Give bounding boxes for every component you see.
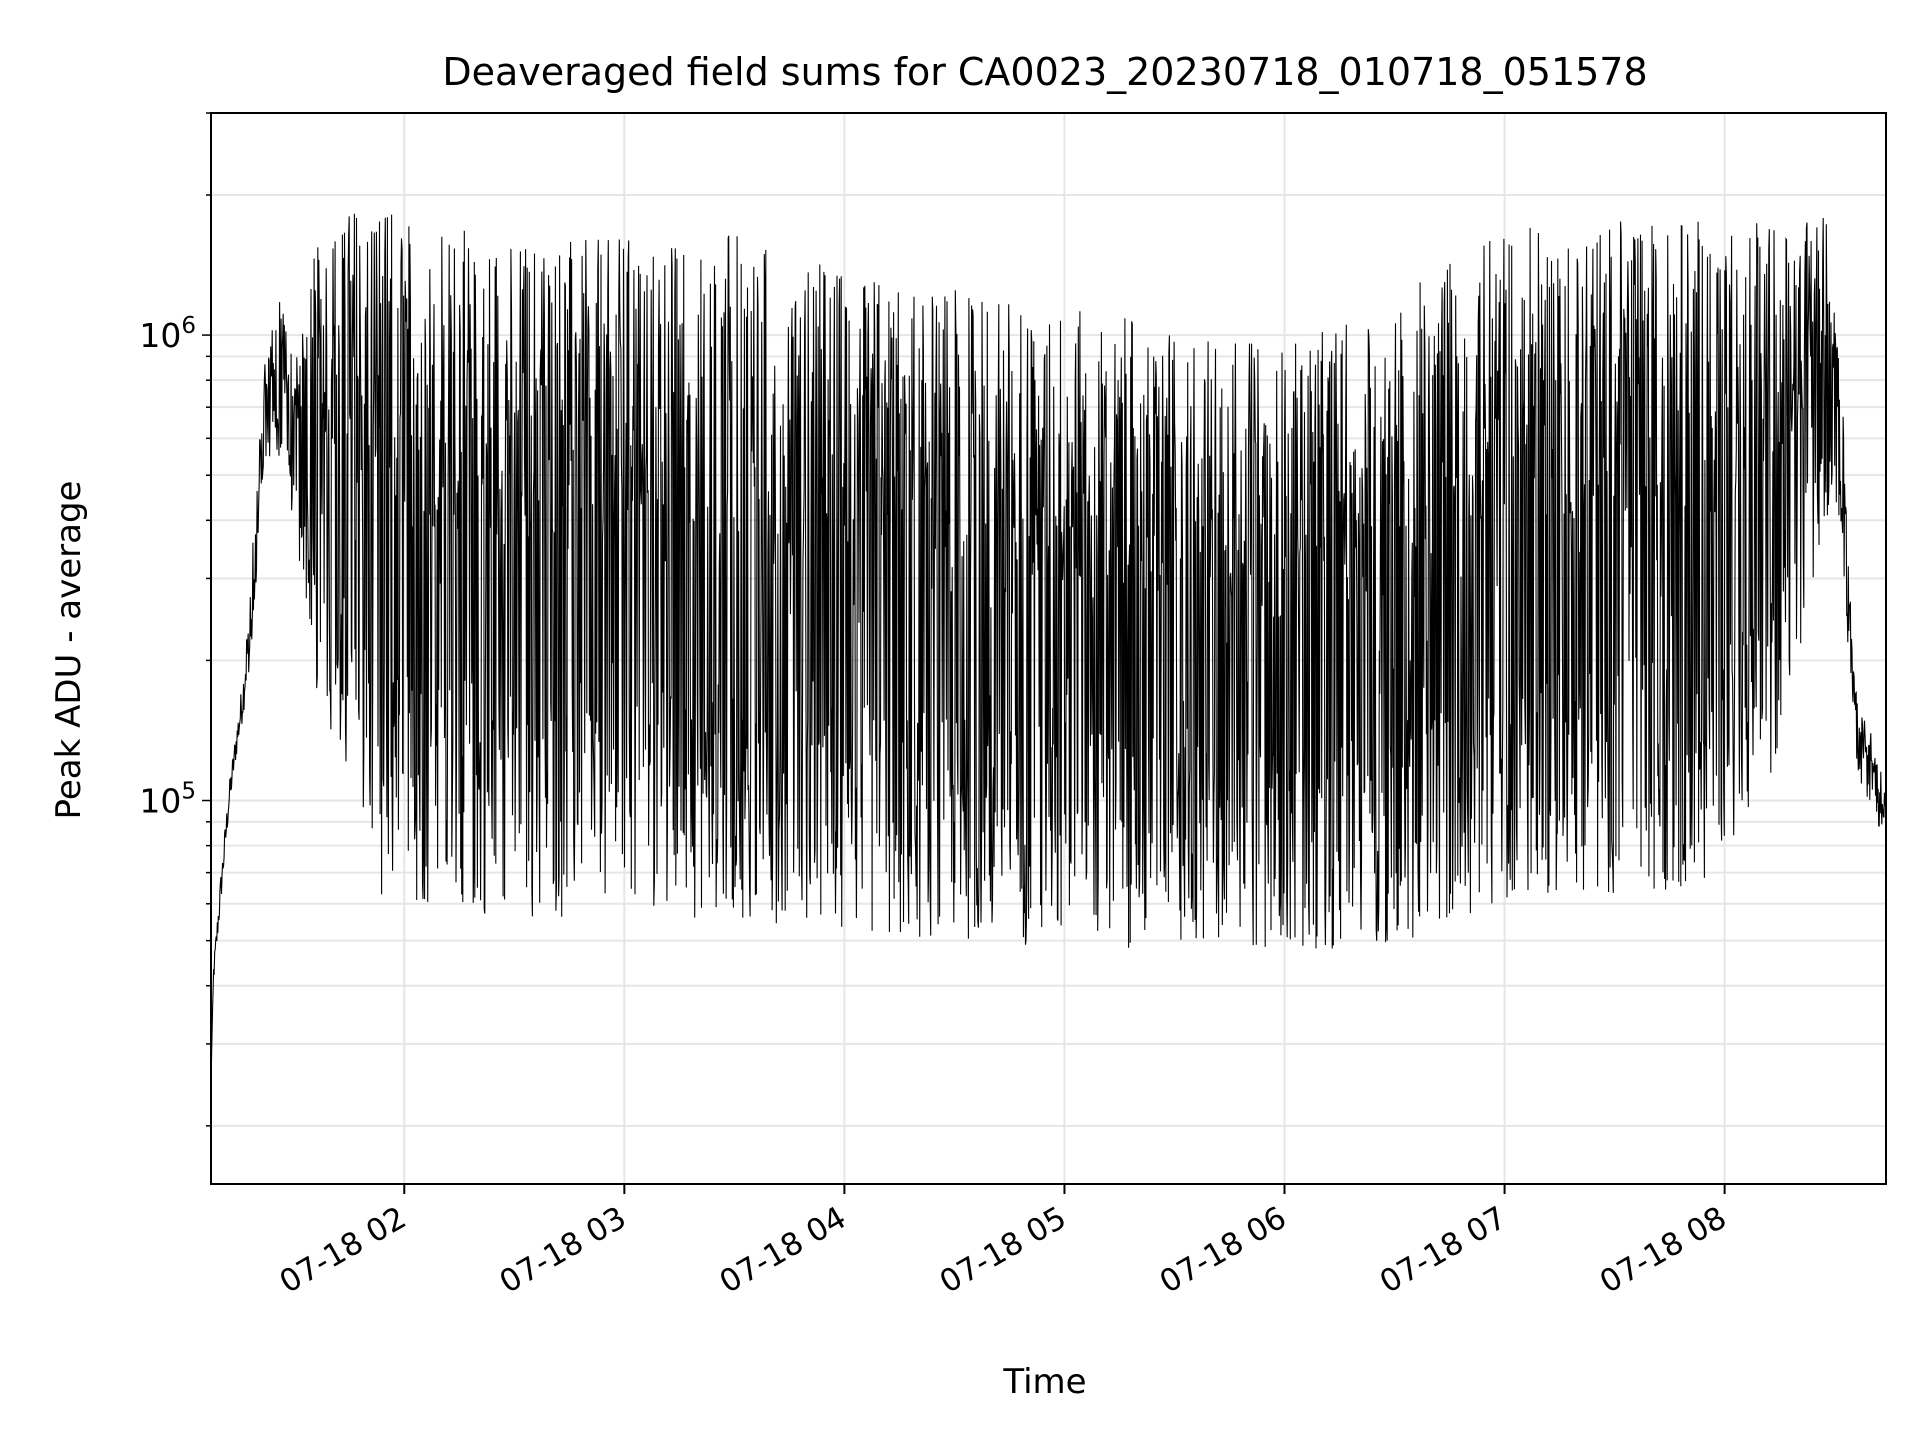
x-axis-label: Time [1002, 1362, 1086, 1402]
plot-area [210, 213, 1887, 1081]
y-tick-label: 106 [139, 313, 196, 355]
y-axis-label: Peak ADU - average [49, 481, 89, 820]
plot-frame [210, 112, 1887, 1185]
chart-title: Deaveraged field sums for CA0023_2023071… [442, 50, 1647, 94]
series-line [210, 213, 1887, 1081]
y-tick-label: 105 [139, 779, 196, 821]
